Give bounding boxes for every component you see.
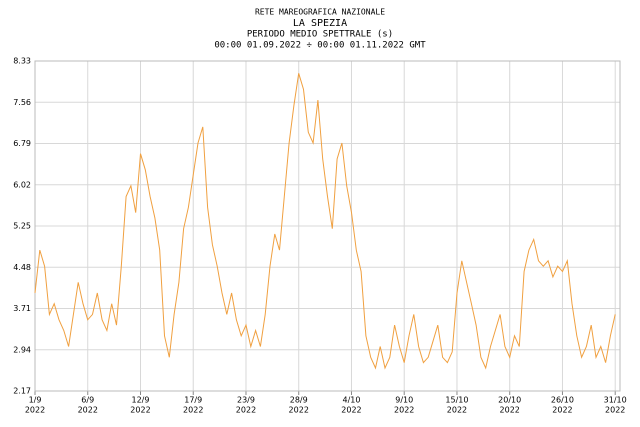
x-tick-year: 2022 — [500, 406, 520, 415]
y-tick-label: 6.79 — [13, 139, 31, 148]
x-tick-year: 2022 — [25, 406, 45, 415]
chart-subtitle: PERIODO MEDIO SPETTRALE (s) — [247, 30, 393, 40]
x-tick-year: 2022 — [236, 406, 256, 415]
x-tick-year: 2022 — [130, 406, 150, 415]
x-tick-label: 28/9 — [290, 396, 308, 405]
x-tick-year: 2022 — [394, 406, 414, 415]
y-tick-label: 7.56 — [13, 98, 31, 107]
x-tick-year: 2022 — [605, 406, 625, 415]
x-tick-label: 20/10 — [498, 396, 521, 405]
x-tick-year: 2022 — [183, 406, 203, 415]
x-tick-label: 9/10 — [395, 396, 413, 405]
x-tick-label: 23/9 — [237, 396, 255, 405]
x-tick-year: 2022 — [289, 406, 309, 415]
chart-period: 00:00 01.09.2022 ÷ 00:00 01.11.2022 GMT — [214, 41, 426, 51]
y-tick-label: 2.17 — [13, 387, 31, 396]
x-tick-year: 2022 — [78, 406, 98, 415]
y-tick-label: 4.48 — [13, 263, 31, 272]
data-line — [34, 73, 616, 370]
x-tick-label: 17/9 — [184, 396, 202, 405]
x-tick-label: 4/10 — [342, 396, 360, 405]
x-tick-label: 1/9 — [29, 396, 42, 405]
plot-frame — [34, 60, 621, 392]
chart-title: LA SPEZIA — [293, 18, 347, 29]
y-tick-label: 5.25 — [13, 222, 31, 231]
x-tick-label: 12/9 — [132, 396, 150, 405]
x-tick-label: 15/10 — [445, 396, 468, 405]
y-tick-label: 2.94 — [13, 345, 31, 354]
y-tick-label: 6.02 — [13, 180, 31, 189]
x-tick-label: 26/10 — [551, 396, 574, 405]
y-tick-label: 3.71 — [13, 304, 31, 313]
x-tick-label: 31/10 — [604, 396, 627, 405]
x-tick-year: 2022 — [447, 406, 467, 415]
x-tick-year: 2022 — [341, 406, 361, 415]
x-tick-year: 2022 — [552, 406, 572, 415]
x-tick-label: 6/9 — [81, 396, 94, 405]
y-tick-label: 8.33 — [13, 57, 31, 66]
chart-header: RETE MAREOGRAFICA NAZIONALE — [255, 8, 385, 17]
